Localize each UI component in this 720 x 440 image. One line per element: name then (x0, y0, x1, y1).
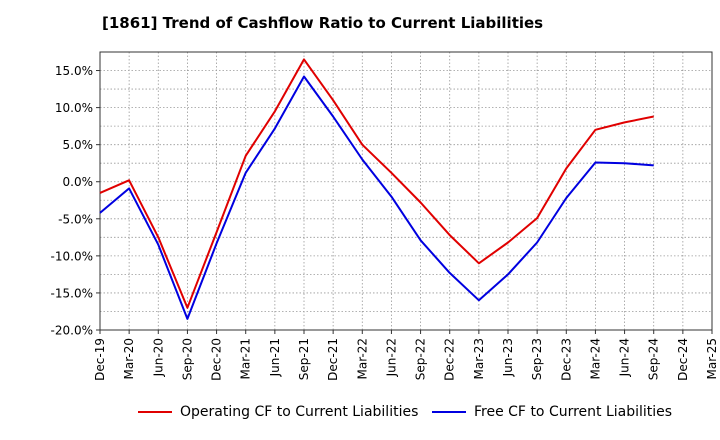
y-tick-label: -15.0% (51, 286, 93, 300)
y-tick-label: 10.0% (55, 101, 93, 115)
series-line-free-cf (99, 75, 654, 320)
legend-label-free-cf: Free CF to Current Liabilities (474, 404, 673, 420)
x-tick-label: Jun-24 (618, 338, 632, 377)
x-tick-label: Sep-22 (414, 338, 428, 380)
x-tick-label: Dec-24 (676, 338, 690, 381)
y-tick-label: -10.0% (51, 249, 93, 263)
x-tick-label: Mar-24 (588, 338, 602, 379)
chart-title: [1861] Trend of Cashflow Ratio to Curren… (102, 14, 544, 32)
legend-item-operating-cf: Operating CF to Current Liabilities (138, 404, 418, 420)
x-tick-label: Jun-20 (151, 338, 165, 377)
y-tick-label: -20.0% (51, 324, 93, 338)
x-tick-label: Jun-21 (268, 338, 282, 377)
plot-frame (99, 51, 713, 331)
legend-label-operating-cf: Operating CF to Current Liabilities (180, 404, 419, 420)
x-tick-label: Dec-23 (559, 338, 573, 381)
x-tick-label: Sep-21 (297, 338, 311, 380)
y-tick-label: -5.0% (58, 212, 93, 226)
y-tick-label: 5.0% (63, 138, 94, 152)
x-tick-label: Dec-20 (210, 338, 224, 381)
legend-item-free-cf: Free CF to Current Liabilities (432, 404, 672, 420)
x-tick-label: Sep-20 (180, 338, 194, 380)
x-tick-label: Sep-24 (647, 338, 661, 380)
x-tick-label: Jun-23 (501, 338, 515, 377)
legend: Operating CF to Current Liabilities Free… (0, 404, 720, 426)
x-tick-label: Dec-22 (443, 338, 457, 381)
legend-swatch-free-cf (432, 411, 466, 413)
y-tick-label: 15.0% (55, 64, 93, 78)
x-tick-label: Dec-19 (93, 338, 107, 381)
series-line-operating-cf (99, 58, 654, 309)
y-tick-label: 0.0% (63, 175, 94, 189)
x-tick-label: Mar-25 (705, 338, 719, 379)
legend-swatch-operating-cf (138, 411, 172, 413)
x-tick-label: Mar-23 (472, 338, 486, 379)
x-tick-label: Sep-23 (530, 338, 544, 380)
x-tick-label: Dec-21 (326, 338, 340, 381)
x-tick-label: Jun-22 (384, 338, 398, 377)
x-tick-label: Mar-21 (239, 338, 253, 379)
x-tick-label: Mar-22 (355, 338, 369, 379)
x-tick-label: Mar-20 (122, 338, 136, 379)
